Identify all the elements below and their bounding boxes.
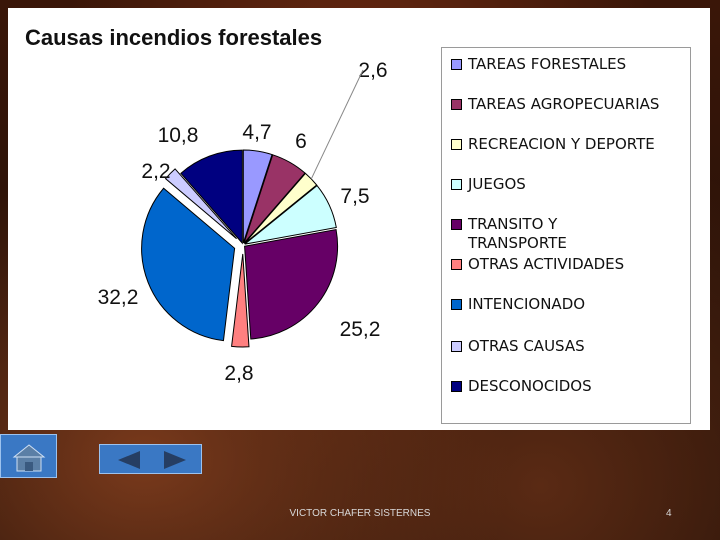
legend-label: OTRAS CAUSAS (468, 337, 585, 355)
pie-slice-otras-actividades (231, 253, 250, 348)
pie-slice-tareas-agropecuarias (243, 154, 306, 244)
legend-label: TAREAS AGROPECUARIAS (468, 95, 660, 113)
legend-swatch (451, 59, 462, 70)
legend-item-recreacion-y-deporte: RECREACION Y DEPORTE (451, 135, 688, 154)
data-label-otras-causas: 2,2 (141, 160, 170, 183)
home-icon (12, 444, 46, 472)
chart-legend: TAREAS FORESTALES TAREAS AGROPECUARIAS REC… (441, 47, 691, 424)
legend-item-otras-actividades: OTRAS ACTIVIDADES (451, 255, 688, 274)
slide-navigation (99, 444, 202, 474)
chart-title: Causas incendios forestales (25, 25, 323, 50)
pie-slice-transito-y-transporte (244, 228, 339, 340)
pie-slice-tareas-forestales (242, 149, 273, 244)
home-button[interactable] (0, 434, 57, 478)
data-label-transito-y-transporte: 25,2 (340, 318, 381, 341)
page-number: 4 (666, 508, 672, 519)
legend-label: DESCONOCIDOS (468, 377, 592, 395)
legend-item-tareas-forestales: TAREAS FORESTALES (451, 55, 688, 74)
data-label-tareas-forestales: 4,7 (242, 121, 271, 144)
legend-label: TRANSITO Y TRANSPORTE (468, 215, 567, 252)
legend-swatch (451, 139, 462, 150)
arrow-left-icon[interactable] (114, 449, 144, 471)
pie-slice-intencionado (141, 187, 236, 342)
legend-item-intencionado: INTENCIONADO (451, 295, 688, 314)
leader-line (310, 69, 364, 180)
chart-panel: Causas incendios forestales 4,7 6 2,6 7,5 25… (8, 8, 710, 430)
pie-chart: 4,7 6 2,6 7,5 25,2 2,8 32,2 2,2 10,8 (98, 59, 388, 385)
data-label-desconocidos: 10,8 (158, 124, 199, 147)
arrow-right-icon[interactable] (160, 449, 190, 471)
pie-slice-otras-causas (164, 168, 237, 240)
data-label-intencionado: 32,2 (98, 286, 139, 309)
legend-swatch (451, 179, 462, 190)
legend-swatch (451, 219, 462, 230)
data-label-recreacion-y-deporte: 2,6 (358, 59, 387, 82)
footer-author: VICTOR CHAFER SISTERNES (289, 508, 431, 519)
legend-item-desconocidos: DESCONOCIDOS (451, 377, 688, 396)
legend-label: JUEGOS (468, 175, 526, 193)
legend-swatch (451, 299, 462, 310)
legend-label: INTENCIONADO (468, 295, 586, 313)
pie-slice-juegos (244, 184, 337, 245)
legend-item-transito-y-transporte: TRANSITO Y TRANSPORTE (451, 215, 588, 253)
legend-swatch (451, 259, 462, 270)
data-label-juegos: 7,5 (340, 185, 369, 208)
legend-item-juegos: JUEGOS (451, 175, 688, 194)
legend-swatch (451, 99, 462, 110)
pie-slice-desconocidos (180, 149, 243, 245)
legend-swatch (451, 341, 462, 352)
legend-label: OTRAS ACTIVIDADES (468, 255, 625, 273)
legend-swatch (451, 381, 462, 392)
data-label-tareas-agropecuarias: 6 (295, 130, 307, 153)
legend-label: TAREAS FORESTALES (468, 55, 627, 73)
legend-label: RECREACION Y DEPORTE (468, 135, 655, 153)
legend-item-tareas-agropecuarias: TAREAS AGROPECUARIAS (451, 95, 688, 114)
legend-item-otras-causas: OTRAS CAUSAS (451, 337, 688, 356)
data-label-otras-actividades: 2,8 (224, 362, 253, 385)
